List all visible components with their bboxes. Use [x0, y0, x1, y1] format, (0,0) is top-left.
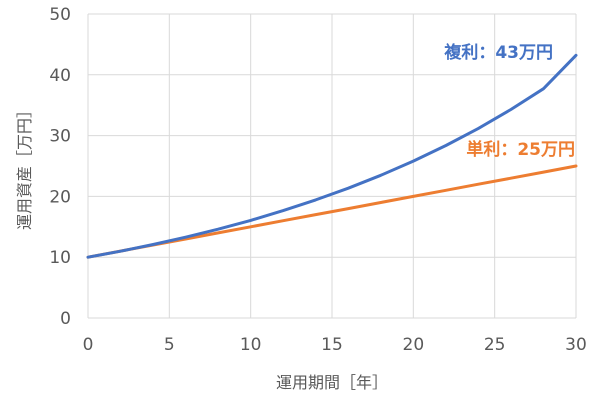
x-tick-label: 10 — [240, 335, 262, 355]
series-line-compound — [86, 53, 578, 259]
x-tick-label: 25 — [484, 335, 506, 355]
y-tick-label: 10 — [49, 248, 71, 268]
x-axis-title: 運用期間［年］ — [276, 373, 388, 392]
y-tick-label: 0 — [60, 309, 71, 329]
x-tick-label: 5 — [164, 335, 175, 355]
series-label-simple: 単利：25万円 — [466, 139, 575, 160]
series-layer — [86, 53, 578, 259]
ticks: 0 5 10 15 20 25 30 0 10 20 30 40 50 — [49, 5, 586, 355]
y-tick-label: 20 — [49, 187, 71, 207]
y-tick-label: 30 — [49, 127, 71, 147]
grid — [87, 13, 577, 319]
series-label-compound: 複利：43万円 — [443, 42, 553, 63]
x-tick-label: 15 — [321, 335, 343, 355]
x-tick-label: 0 — [83, 335, 94, 355]
y-tick-label: 50 — [49, 5, 71, 25]
x-tick-label: 30 — [565, 335, 587, 355]
y-tick-label: 40 — [49, 66, 71, 86]
x-tick-label: 20 — [403, 335, 425, 355]
y-axis-title: 運用資産［万円］ — [15, 102, 34, 230]
